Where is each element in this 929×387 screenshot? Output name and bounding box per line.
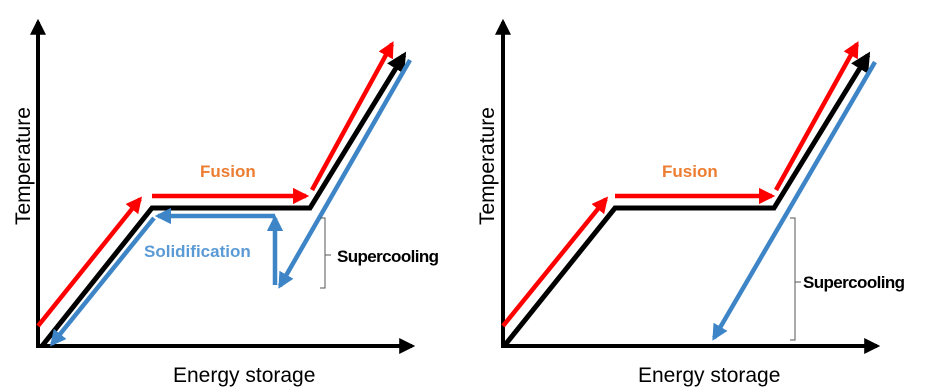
left-solidification-label: Solidification bbox=[144, 242, 251, 261]
left-supercooling-label: Supercooling bbox=[337, 247, 439, 266]
left-red-arrow-heating-2 bbox=[310, 41, 394, 192]
left-blue-arrow-cool-1 bbox=[278, 58, 412, 289]
right-y-axis-label: Temperature bbox=[476, 107, 499, 225]
left-black-curve bbox=[40, 51, 407, 348]
left-diagram: Temperature Energy storage Fusion Solidi… bbox=[12, 18, 439, 387]
right-fusion-label: Fusion bbox=[662, 162, 718, 181]
right-red-arrow-heating-1 bbox=[501, 196, 609, 328]
right-supercooling-bracket bbox=[790, 217, 801, 341]
left-supercooling-bracket bbox=[320, 217, 331, 289]
right-supercooling-label: Supercooling bbox=[803, 273, 905, 292]
left-blue-arrow-cool-2 bbox=[49, 216, 156, 347]
left-x-axis-label: Energy storage bbox=[173, 364, 315, 387]
left-fusion-label: Fusion bbox=[200, 162, 256, 181]
left-red-arrow-heating-1 bbox=[36, 196, 143, 328]
left-y-axis-label: Temperature bbox=[12, 107, 35, 225]
right-black-curve bbox=[503, 51, 871, 347]
right-diagram: Temperature Energy storage Fusion Superc… bbox=[476, 18, 905, 387]
right-red-arrow-heating-2 bbox=[774, 41, 859, 192]
right-x-axis-label: Energy storage bbox=[638, 364, 780, 387]
right-blue-arrow-cool bbox=[712, 60, 877, 341]
